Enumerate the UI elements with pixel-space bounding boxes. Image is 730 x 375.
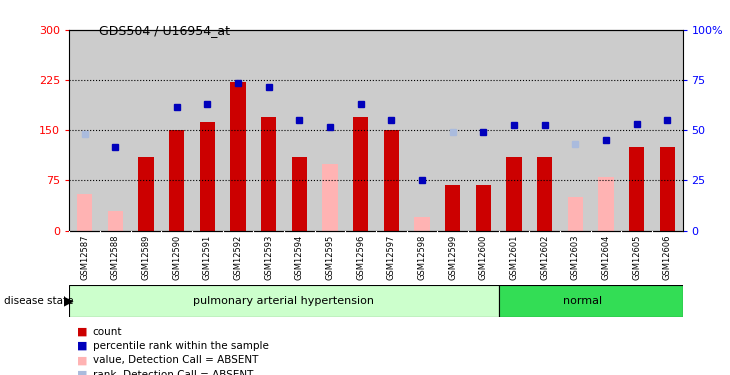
Bar xyxy=(437,30,468,231)
Text: GDS504 / U16954_at: GDS504 / U16954_at xyxy=(99,24,230,38)
Bar xyxy=(231,82,245,231)
Bar xyxy=(499,285,683,317)
Bar xyxy=(599,177,614,231)
Bar xyxy=(415,217,429,231)
Bar xyxy=(253,30,284,231)
Text: ■: ■ xyxy=(77,356,87,365)
Bar xyxy=(476,185,491,231)
Bar xyxy=(529,30,560,231)
Bar xyxy=(100,30,131,231)
Bar xyxy=(537,157,553,231)
Text: GSM12587: GSM12587 xyxy=(80,235,89,280)
Bar xyxy=(660,147,675,231)
Text: percentile rank within the sample: percentile rank within the sample xyxy=(93,341,269,351)
Text: GSM12596: GSM12596 xyxy=(356,235,365,280)
Text: GSM12605: GSM12605 xyxy=(632,235,641,280)
Bar xyxy=(161,30,192,231)
Bar xyxy=(507,157,521,231)
Text: GSM12601: GSM12601 xyxy=(510,235,518,280)
Bar xyxy=(445,185,461,231)
Bar xyxy=(169,130,184,231)
Text: GSM12595: GSM12595 xyxy=(326,235,334,280)
Bar xyxy=(69,285,499,317)
Text: GSM12602: GSM12602 xyxy=(540,235,549,280)
Bar xyxy=(69,30,100,231)
Bar xyxy=(560,30,591,231)
Text: GSM12590: GSM12590 xyxy=(172,235,181,280)
Bar xyxy=(384,130,399,231)
Text: GSM12606: GSM12606 xyxy=(663,235,672,280)
Bar xyxy=(407,30,437,231)
Bar xyxy=(468,30,499,231)
Text: disease state: disease state xyxy=(4,296,73,306)
Text: GSM12597: GSM12597 xyxy=(387,235,396,280)
Bar xyxy=(353,117,369,231)
Bar xyxy=(376,30,407,231)
Bar xyxy=(568,197,583,231)
Text: value, Detection Call = ABSENT: value, Detection Call = ABSENT xyxy=(93,356,258,365)
Text: rank, Detection Call = ABSENT: rank, Detection Call = ABSENT xyxy=(93,370,253,375)
Text: ■: ■ xyxy=(77,341,87,351)
Text: GSM12598: GSM12598 xyxy=(418,235,426,280)
Text: normal: normal xyxy=(564,296,602,306)
Text: GSM12604: GSM12604 xyxy=(602,235,610,280)
Text: GSM12594: GSM12594 xyxy=(295,235,304,280)
Text: ■: ■ xyxy=(77,327,87,337)
Bar xyxy=(139,157,154,231)
Text: GSM12599: GSM12599 xyxy=(448,235,457,280)
Bar xyxy=(621,30,652,231)
Text: ■: ■ xyxy=(77,370,87,375)
Text: pulmonary arterial hypertension: pulmonary arterial hypertension xyxy=(193,296,374,306)
Bar xyxy=(652,30,683,231)
Bar xyxy=(315,30,345,231)
Text: GSM12591: GSM12591 xyxy=(203,235,212,280)
Bar xyxy=(629,147,645,231)
Text: GSM12589: GSM12589 xyxy=(142,235,150,280)
Text: GSM12592: GSM12592 xyxy=(234,235,242,280)
Bar xyxy=(499,30,529,231)
Text: GSM12593: GSM12593 xyxy=(264,235,273,280)
Bar xyxy=(284,30,315,231)
Bar xyxy=(77,194,92,231)
Bar xyxy=(591,30,621,231)
Bar xyxy=(192,30,223,231)
Bar xyxy=(345,30,376,231)
Bar xyxy=(200,122,215,231)
Bar xyxy=(291,157,307,231)
Text: GSM12603: GSM12603 xyxy=(571,235,580,280)
Text: GSM12600: GSM12600 xyxy=(479,235,488,280)
Text: ▶: ▶ xyxy=(64,295,73,307)
Text: GSM12588: GSM12588 xyxy=(111,235,120,280)
Bar xyxy=(323,164,337,231)
Bar xyxy=(223,30,253,231)
Bar xyxy=(108,211,123,231)
Text: count: count xyxy=(93,327,122,337)
Bar xyxy=(131,30,161,231)
Bar xyxy=(261,117,276,231)
